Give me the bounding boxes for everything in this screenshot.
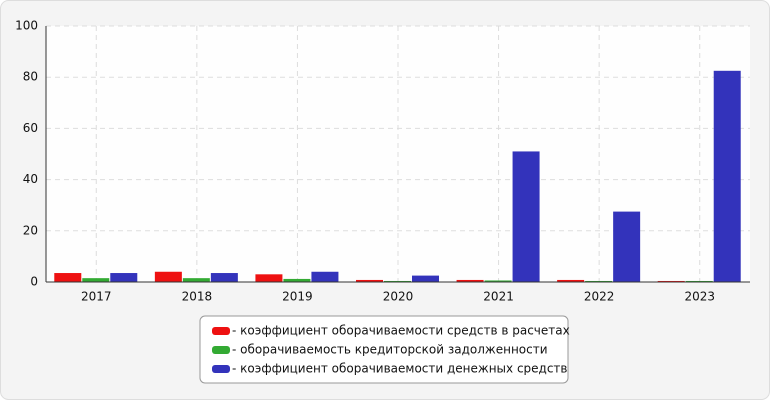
y-tick-label: 60 — [23, 121, 38, 135]
bar — [685, 280, 713, 282]
bar — [110, 273, 138, 282]
bar — [356, 279, 383, 282]
bar — [255, 274, 283, 282]
legend-swatch — [212, 365, 230, 373]
bar — [412, 275, 439, 282]
bar — [82, 278, 110, 282]
legend-label: - коэффициент оборачиваемости денежных с… — [232, 362, 568, 376]
bar — [613, 211, 641, 282]
bar — [283, 278, 311, 282]
x-tick-label: 2021 — [483, 290, 514, 304]
bar — [311, 271, 339, 282]
x-tick-label: 2022 — [584, 290, 615, 304]
bar — [657, 280, 685, 282]
bar — [210, 273, 238, 282]
bar — [456, 279, 484, 282]
bar — [384, 280, 411, 282]
y-tick-label: 80 — [23, 70, 38, 84]
bar — [557, 279, 585, 282]
x-tick-label: 2017 — [81, 290, 112, 304]
y-tick-label: 0 — [30, 275, 38, 289]
bar — [484, 280, 512, 282]
y-tick-label: 40 — [23, 172, 38, 186]
bar — [154, 271, 182, 282]
x-tick-label: 2019 — [282, 290, 313, 304]
x-tick-label: 2023 — [684, 290, 715, 304]
legend-swatch — [212, 346, 230, 354]
bar — [512, 151, 540, 282]
legend-label: - коэффициент оборачиваемости средств в … — [232, 324, 570, 338]
y-tick-label: 20 — [23, 223, 38, 237]
bar — [54, 273, 82, 282]
legend-box — [199, 315, 569, 384]
bar — [182, 278, 210, 282]
x-tick-label: 2018 — [182, 290, 213, 304]
bar — [713, 70, 741, 282]
y-tick-label: 100 — [15, 19, 38, 33]
legend-swatch — [212, 327, 230, 335]
x-tick-label: 2020 — [383, 290, 414, 304]
legend-label: - оборачиваемость кредиторской задолженн… — [232, 343, 548, 357]
bar — [585, 280, 613, 282]
